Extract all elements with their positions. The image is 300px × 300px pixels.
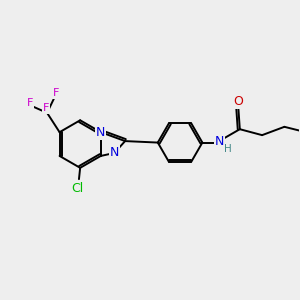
Text: H: H <box>224 144 232 154</box>
Text: F: F <box>53 88 59 98</box>
Text: F: F <box>27 98 33 108</box>
Text: F: F <box>43 103 50 113</box>
Text: Cl: Cl <box>72 182 84 195</box>
Text: O: O <box>233 95 243 108</box>
Text: N: N <box>110 146 119 160</box>
Text: N: N <box>96 126 105 139</box>
Text: N: N <box>215 136 224 148</box>
